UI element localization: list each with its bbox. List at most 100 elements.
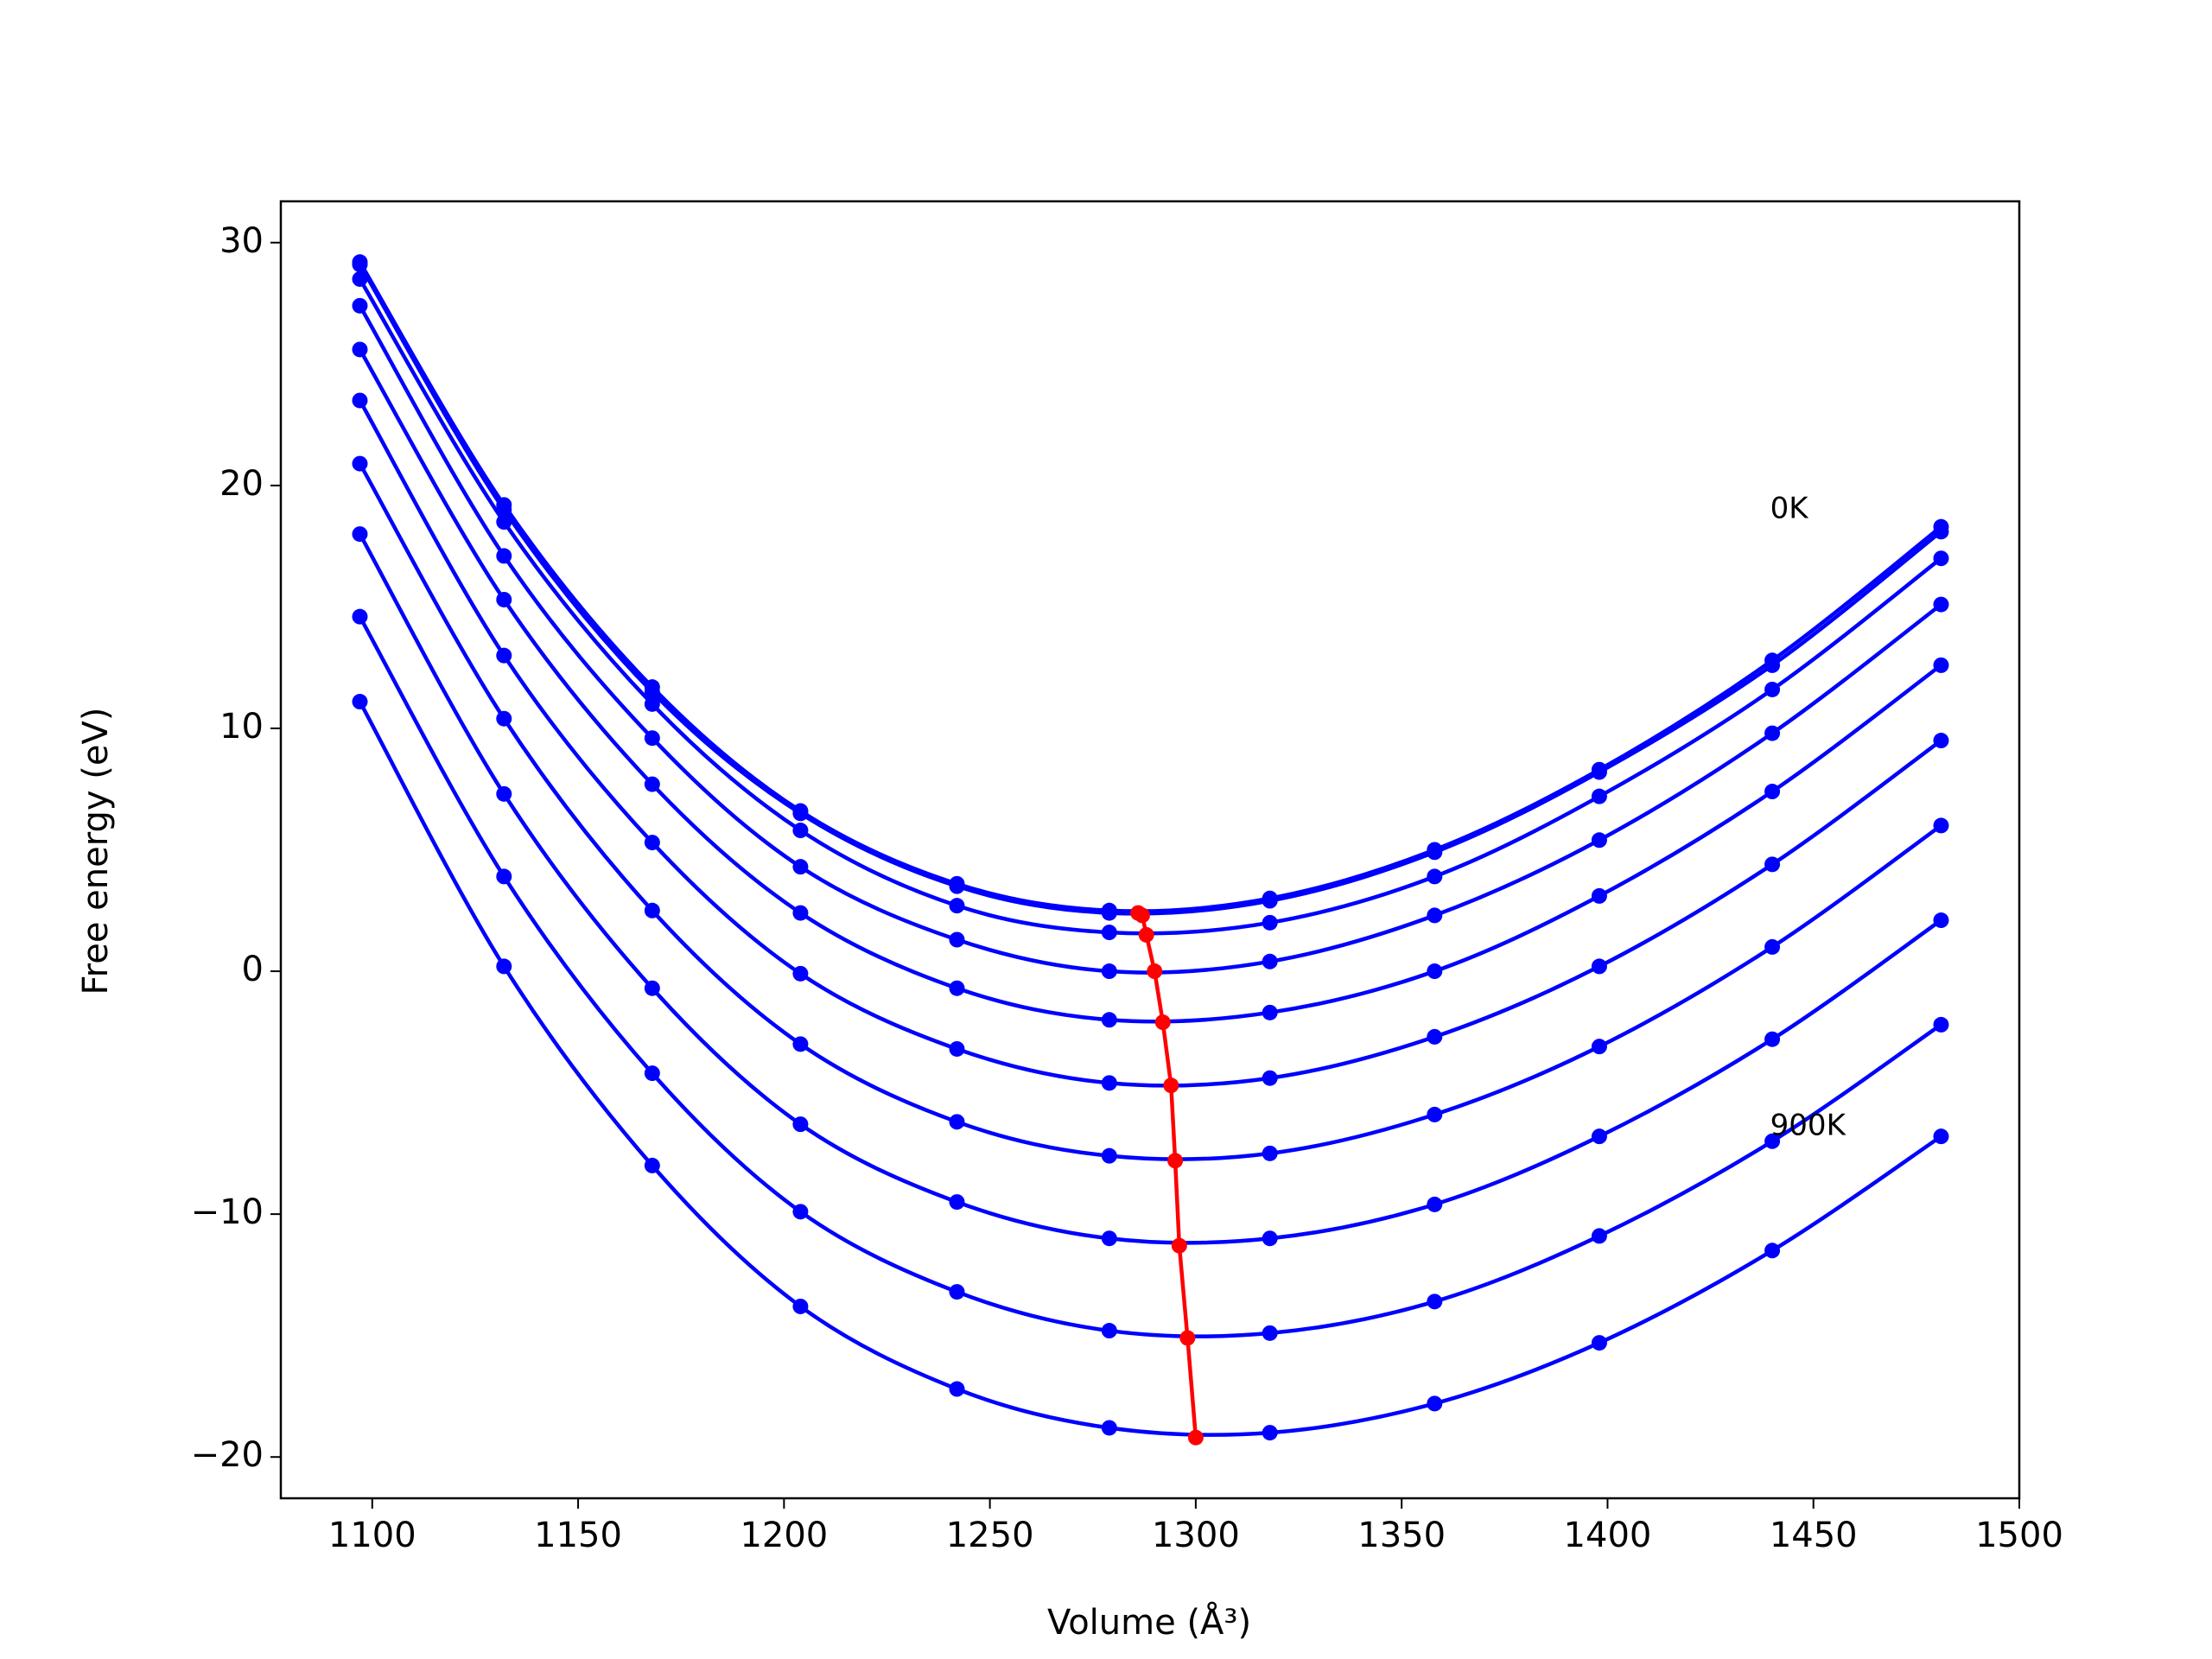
data-point <box>1163 1077 1179 1094</box>
data-point <box>496 868 512 885</box>
data-point <box>1764 1133 1781 1149</box>
data-point <box>792 1036 809 1052</box>
series-line <box>1137 911 1198 1438</box>
data-point <box>949 878 965 894</box>
y-tick-label: 0 <box>242 950 264 989</box>
data-point <box>1262 953 1278 969</box>
data-point <box>1171 1237 1187 1254</box>
data-point <box>1262 893 1278 909</box>
x-tick-label: 1350 <box>1357 1516 1446 1555</box>
data-point <box>1933 657 1949 673</box>
data-point <box>949 898 965 914</box>
data-point <box>1427 1294 1443 1310</box>
y-tick-label: 10 <box>219 707 264 747</box>
data-point <box>1262 1425 1278 1441</box>
series-line <box>358 261 1942 913</box>
data-point <box>496 710 512 727</box>
data-point <box>792 1116 809 1133</box>
x-tick-label: 1200 <box>740 1516 828 1555</box>
x-axis-label: Volume (Å³) <box>1047 1601 1251 1643</box>
annotation: 0K <box>1770 491 1810 525</box>
data-point <box>1134 907 1150 924</box>
data-point <box>792 805 809 822</box>
series-line <box>358 532 1942 1245</box>
data-point <box>1101 1230 1117 1247</box>
data-point <box>1591 1039 1607 1055</box>
data-point <box>1933 1128 1949 1145</box>
data-point <box>496 514 512 531</box>
data-point <box>1933 596 1949 613</box>
data-point <box>352 608 368 625</box>
data-point <box>644 980 660 996</box>
data-point <box>1427 963 1443 980</box>
data-point <box>1933 912 1949 929</box>
data-point <box>496 958 512 975</box>
data-point <box>1179 1330 1196 1346</box>
data-point <box>1764 784 1781 800</box>
series-line <box>358 277 1942 936</box>
data-point <box>1427 868 1443 885</box>
x-tick-label: 1500 <box>1975 1516 2063 1555</box>
plot-frame <box>279 200 2021 1500</box>
data-point <box>496 785 512 802</box>
data-point <box>1933 524 1949 540</box>
data-point <box>949 1114 965 1130</box>
data-point <box>949 1194 965 1211</box>
x-tick-label: 1300 <box>1152 1516 1240 1555</box>
data-point <box>496 591 512 607</box>
data-point <box>792 1204 809 1220</box>
data-point <box>1764 681 1781 697</box>
series-line <box>358 615 1942 1338</box>
data-point <box>1101 1147 1117 1164</box>
data-point <box>792 905 809 921</box>
data-point <box>1591 958 1607 975</box>
data-point <box>1591 887 1607 904</box>
data-point <box>792 823 809 839</box>
data-point <box>1262 1070 1278 1086</box>
data-point <box>1591 764 1607 780</box>
series-line <box>358 462 1942 1161</box>
data-point <box>1262 914 1278 931</box>
data-point <box>1427 1196 1443 1212</box>
data-point <box>792 1298 809 1314</box>
data-point <box>1764 856 1781 873</box>
data-point <box>1591 832 1607 849</box>
data-point <box>1427 1395 1443 1412</box>
data-point <box>1154 1014 1171 1031</box>
data-point <box>1101 1075 1117 1091</box>
data-point <box>1427 844 1443 861</box>
data-point <box>1427 1028 1443 1045</box>
data-point <box>644 730 660 747</box>
data-point <box>1187 1429 1204 1446</box>
data-point <box>949 1381 965 1397</box>
y-tick-label: 20 <box>219 464 264 504</box>
data-point <box>1262 1325 1278 1341</box>
x-tick-label: 1100 <box>328 1516 416 1555</box>
data-point <box>949 931 965 948</box>
data-point <box>1764 725 1781 741</box>
data-point <box>792 859 809 875</box>
series-line <box>358 399 1942 1088</box>
data-point <box>1147 963 1163 980</box>
data-point <box>496 647 512 664</box>
data-point <box>792 965 809 982</box>
data-point <box>1167 1153 1184 1169</box>
x-tick-label: 1450 <box>1770 1516 1858 1555</box>
data-point <box>644 835 660 851</box>
data-point <box>644 776 660 792</box>
y-tick-label: 30 <box>219 221 264 261</box>
y-axis-label: Free energy (eV) <box>76 708 116 995</box>
data-point <box>949 1284 965 1300</box>
x-tick-label: 1400 <box>1564 1516 1652 1555</box>
data-point <box>1933 817 1949 834</box>
data-point <box>949 980 965 996</box>
annotation: 900K <box>1770 1108 1847 1142</box>
data-point <box>1262 1230 1278 1247</box>
data-point <box>1101 1323 1117 1339</box>
x-tick-label: 1150 <box>534 1516 622 1555</box>
series-line <box>358 263 1942 916</box>
data-point <box>1764 1031 1781 1047</box>
data-point <box>352 341 368 358</box>
data-point <box>352 455 368 472</box>
data-point <box>1427 907 1443 924</box>
